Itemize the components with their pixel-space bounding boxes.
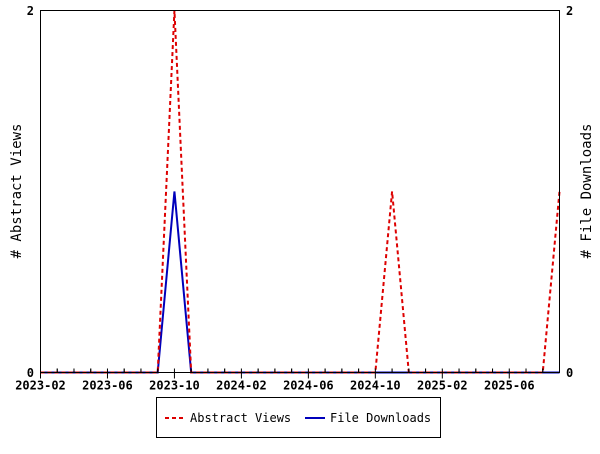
plot-frame (41, 11, 560, 373)
x-tick-label: 2024-06 (283, 379, 334, 393)
x-tick-label: 2024-10 (350, 379, 401, 393)
y2-tick-label: 2 (566, 4, 573, 18)
x-tick-label: 2023-02 (15, 379, 66, 393)
x-tick-label: 2023-06 (82, 379, 133, 393)
y-axis-label: # Abstract Views (9, 124, 25, 259)
y-tick-label: 2 (27, 4, 34, 18)
legend-label-file-downloads: File Downloads (330, 411, 431, 425)
x-tick-label: 2025-06 (484, 379, 535, 393)
y2-tick-label: 0 (566, 366, 573, 380)
legend-label-abstract-views: Abstract Views (190, 411, 291, 425)
series-line-file-downloads (41, 192, 560, 373)
x-tick-label: 2025-02 (417, 379, 468, 393)
y2-axis-label: # File Downloads (579, 124, 595, 259)
legend: Abstract Views File Downloads (157, 398, 441, 438)
x-tick-label: 2023-10 (149, 379, 200, 393)
series-line-abstract-views (41, 11, 560, 373)
x-tick-label: 2024-02 (216, 379, 267, 393)
